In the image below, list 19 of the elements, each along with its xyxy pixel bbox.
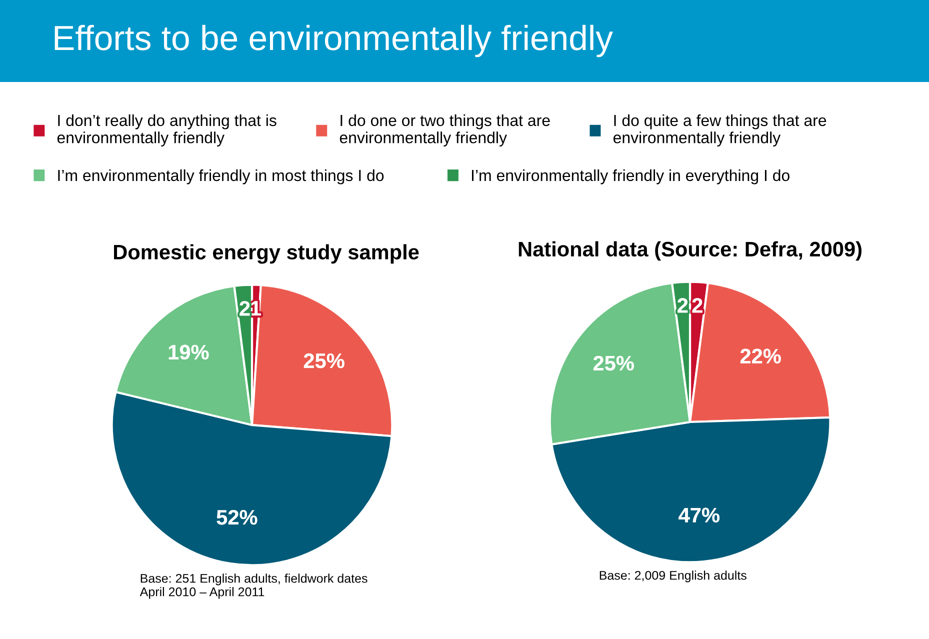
text: Base: 2,009 English adults: [600, 570, 746, 582]
chart-title: National data (Source: Defra, 2009): [518, 241, 862, 261]
data-label: 2: [240, 301, 250, 316]
text: Base: 251 English adults, fieldwork dates April 2010 – April 2011: [140, 574, 368, 599]
data-label: 2: [678, 298, 688, 313]
data-label: 2: [692, 298, 702, 313]
legend-label: I do quite a few things that are environmentally friendly: [613, 114, 826, 146]
text: Domestic energy study sample: [114, 244, 419, 264]
data-label: 25%: [304, 353, 344, 368]
legend-label: I do one or two things that are environmentally friendly: [340, 114, 550, 146]
legend-label: I’m environmentally friendly in everything I do: [472, 169, 790, 184]
data-label: 52%: [216, 510, 258, 525]
data-label: 25%: [593, 356, 634, 371]
text: Efforts to be environmentally friendly: [54, 24, 613, 58]
data-label: 19%: [168, 344, 209, 360]
data-label: 47%: [678, 508, 720, 522]
legend-label: I don’t really do anything that is environmentally friendly: [57, 114, 276, 146]
legend-label: I’m environmentally friendly in most things I do: [58, 169, 384, 184]
data-label: 22%: [740, 348, 781, 364]
